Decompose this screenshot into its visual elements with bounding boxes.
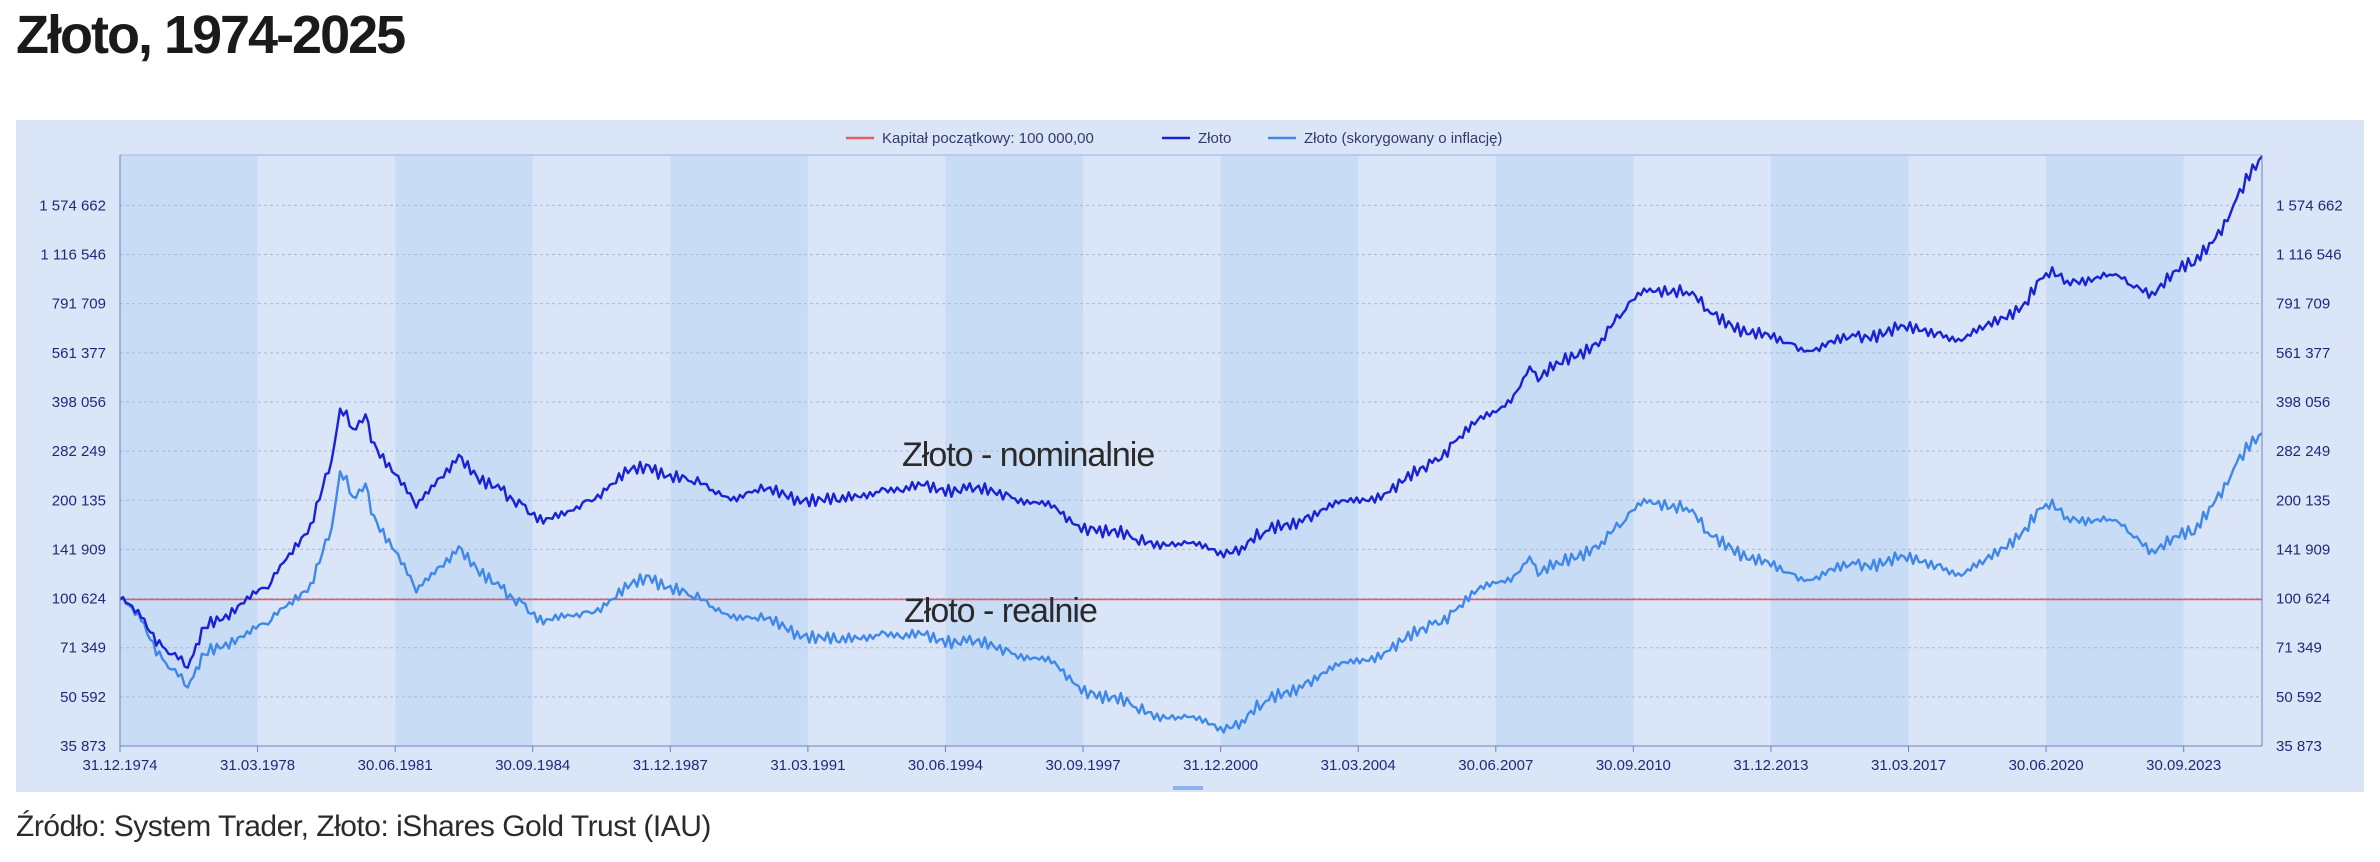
band [1220,155,1359,746]
chart-panel-background [16,120,2364,792]
y-tick-label-left: 561 377 [52,345,106,362]
annotation-nominal: Złoto - nominalnie [902,436,1154,474]
x-tick-label: 31.03.2004 [1321,757,1396,774]
y-tick-label-left: 35 873 [60,738,106,755]
legend-item[interactable]: Kapitał początkowy: 100 000,00 [846,130,1094,147]
scroll-handle[interactable] [1173,786,1203,790]
x-tick-label: 30.09.1984 [495,757,570,774]
series-line-2 [119,432,2263,734]
page-title: Złoto, 1974-2025 [16,5,406,65]
chart-container: Kapitał początkowy: 100 000,00 Złoto Złoto… [16,120,2364,792]
gold-price-chart: Kapitał początkowy: 100 000,00 Złoto Złoto… [16,120,2364,792]
legend-label: Kapitał początkowy: 100 000,00 [882,130,1094,147]
x-tick-label: 31.03.1991 [770,757,845,774]
x-tick-label: 30.09.2010 [1596,757,1671,774]
y-tick-label-left: 791 709 [52,296,106,313]
band [1770,155,1909,746]
x-tick-label: 30.06.1994 [908,757,983,774]
y-tick-label-left: 200 135 [52,492,106,509]
x-tick-label: 31.12.2013 [1733,757,1808,774]
series-line-1 [119,155,2263,669]
chart-legend[interactable]: Kapitał początkowy: 100 000,00 Złoto Złoto… [846,130,1502,147]
y-tick-label-left: 100 624 [52,591,106,608]
x-tick-label: 30.06.2007 [1458,757,1533,774]
y-tick-label-right: 50 592 [2276,689,2322,706]
annotation-real: Złoto - realnie [904,592,1097,630]
y-axis-right: 35 873 50 592 71 349 100 624 141 909 200 135 2… [2261,155,2343,755]
y-tick-label-right: 71 349 [2276,640,2322,657]
y-tick-label-right: 561 377 [2276,345,2330,362]
x-tick-label: 31.12.2000 [1183,757,1258,774]
legend-item[interactable]: Złoto (skorygowany o inflację) [1268,130,1502,147]
legend-label: Złoto (skorygowany o inflację) [1304,130,1502,147]
x-tick-label: 30.09.1997 [1046,757,1121,774]
band [670,155,808,746]
y-tick-label-left: 1 574 662 [39,197,106,214]
band [1495,155,1634,746]
y-tick-label-left: 50 592 [60,689,106,706]
legend-label: Złoto [1198,130,1231,147]
y-tick-label-right: 791 709 [2276,296,2330,313]
x-tick-label: 31.12.1974 [82,757,157,774]
y-tick-label-left: 398 056 [52,394,106,411]
y-tick-label-right: 35 873 [2276,738,2322,755]
y-tick-label-right: 100 624 [2276,591,2330,608]
y-tick-label-left: 282 249 [52,443,106,460]
x-tick-label: 30.09.2023 [2146,757,2221,774]
x-tick-label: 31.03.1978 [220,757,295,774]
y-tick-label-right: 282 249 [2276,443,2330,460]
x-tick-label: 31.03.2017 [1871,757,1946,774]
legend-item[interactable]: Złoto [1162,130,1231,147]
x-axis: 31.12.1974 31.03.1978 30.06.1981 30.09.1984… [82,745,2262,774]
y-tick-label-left: 141 909 [52,541,106,558]
y-tick-label-right: 200 135 [2276,492,2330,509]
band [120,155,258,746]
series-layer [119,155,2263,734]
y-tick-label-left: 1 116 546 [40,247,106,264]
y-tick-label-right: 1 116 546 [2276,247,2342,264]
y-tick-label-right: 141 909 [2276,541,2330,558]
x-tick-label: 30.06.1981 [358,757,433,774]
band [2046,155,2184,746]
source-note: Źródło: System Trader, Złoto: iShares Go… [16,810,711,843]
y-axis-left: 35 873 50 592 71 349 100 624 141 909 200 135 2… [39,155,121,755]
x-tick-label: 30.06.2020 [2009,757,2084,774]
x-tick-label: 31.12.1987 [633,757,708,774]
band [395,155,533,746]
y-tick-label-right: 398 056 [2276,394,2330,411]
y-tick-label-right: 1 574 662 [2276,197,2343,214]
y-tick-label-left: 71 349 [60,640,106,657]
